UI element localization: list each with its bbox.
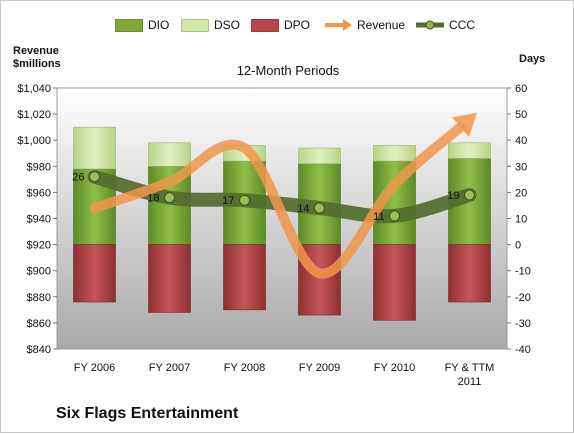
revenue-arrowhead (451, 112, 478, 138)
y-left-tick-label: $1,020 (17, 109, 51, 121)
y-right-tick-label: 60 (515, 83, 527, 95)
bar-dso (448, 142, 491, 159)
legend-swatch-revenue (325, 19, 352, 31)
y-left-tick-label: $840 (27, 344, 51, 356)
ccc-data-label: 26 (72, 172, 84, 184)
ccc-data-label: 11 (373, 211, 384, 223)
y-right-tick-label: 10 (515, 214, 527, 226)
revenue-line (89, 122, 466, 279)
legend-item-dio: DIO (115, 15, 169, 35)
chart-title: 12-Month Periods (236, 63, 340, 78)
ccc-data-label: 17 (222, 195, 234, 207)
ccc-data-label: 19 (447, 190, 459, 202)
legend-label-dio: DIO (148, 18, 170, 32)
x-tick-label: FY 2009 (299, 362, 340, 374)
legend-item-ccc: CCC (415, 15, 475, 35)
legend: DIO DSO DPO Revenue CCC (1, 15, 574, 35)
ccc-data-label: 18 (147, 193, 159, 205)
ccc-point (314, 202, 325, 214)
ccc-point (464, 189, 475, 201)
company-name: Six Flags Entertainment (56, 405, 239, 422)
legend-label-ccc: CCC (449, 18, 475, 32)
bar-dpo (223, 244, 266, 311)
bar-dpo (73, 244, 116, 303)
legend-label-dpo: DPO (284, 18, 311, 32)
bar-dpo (448, 244, 491, 303)
y-left-tick-label: $1,040 (17, 83, 51, 95)
y-left-axis-title-line1: Revenue (13, 45, 59, 57)
y-right-axis-title: Days (519, 53, 546, 65)
x-tick-label: FY 2006 (74, 362, 115, 374)
legend-label-dso: DSO (214, 18, 241, 32)
y-left-tick-label: $960 (27, 187, 51, 199)
y-left-tick-label: $860 (27, 318, 51, 330)
legend-swatch-ccc (416, 20, 444, 30)
y-left-tick-label: $900 (27, 266, 51, 278)
bar-dso (148, 142, 191, 167)
legend-swatch-dpo (251, 18, 279, 32)
legend-swatch-dio (115, 18, 143, 32)
y-right-tick-label: 30 (515, 161, 527, 173)
y-right-tick-label: 50 (515, 109, 527, 121)
bar-dpo (148, 244, 191, 313)
ccc-point (239, 194, 250, 206)
bar-dpo (373, 244, 416, 321)
legend-label-revenue: Revenue (357, 18, 406, 32)
y-left-tick-label: $1,000 (17, 135, 51, 147)
ccc-point (89, 171, 100, 183)
x-tick-label: FY 2007 (149, 362, 190, 374)
bar-dso (373, 145, 416, 162)
y-right-tick-label: -40 (515, 344, 531, 356)
y-left-axis-title-line2: $millions (13, 58, 61, 70)
y-left-tick-label: $940 (27, 214, 51, 226)
y-right-tick-label: -30 (515, 318, 531, 330)
y-left-axis-title: Revenue $millions (13, 45, 61, 71)
legend-item-dpo: DPO (251, 15, 310, 35)
x-tick-label: FY & TTM 2011 (445, 362, 495, 388)
ccc-point (389, 210, 400, 222)
y-left-tick-label: $880 (27, 292, 51, 304)
x-tick-label: FY 2010 (374, 362, 415, 374)
legend-swatch-dso (181, 18, 209, 32)
y-left-tick-label: $920 (27, 240, 51, 252)
y-right-tick-label: -20 (515, 292, 531, 304)
y-left-tick-label: $980 (27, 161, 51, 173)
y-right-tick-label: 20 (515, 187, 527, 199)
y-right-tick-label: 0 (515, 240, 521, 252)
bar-dso (298, 147, 341, 164)
bar-dso (73, 126, 116, 170)
legend-item-revenue: Revenue (323, 15, 405, 35)
x-tick-label: FY 2008 (224, 362, 265, 374)
ccc-point (164, 192, 175, 204)
y-right-tick-label: 40 (515, 135, 527, 147)
y-right-tick-label: -10 (515, 266, 531, 278)
ccc-data-label: 14 (297, 203, 309, 215)
legend-item-dso: DSO (181, 15, 240, 35)
